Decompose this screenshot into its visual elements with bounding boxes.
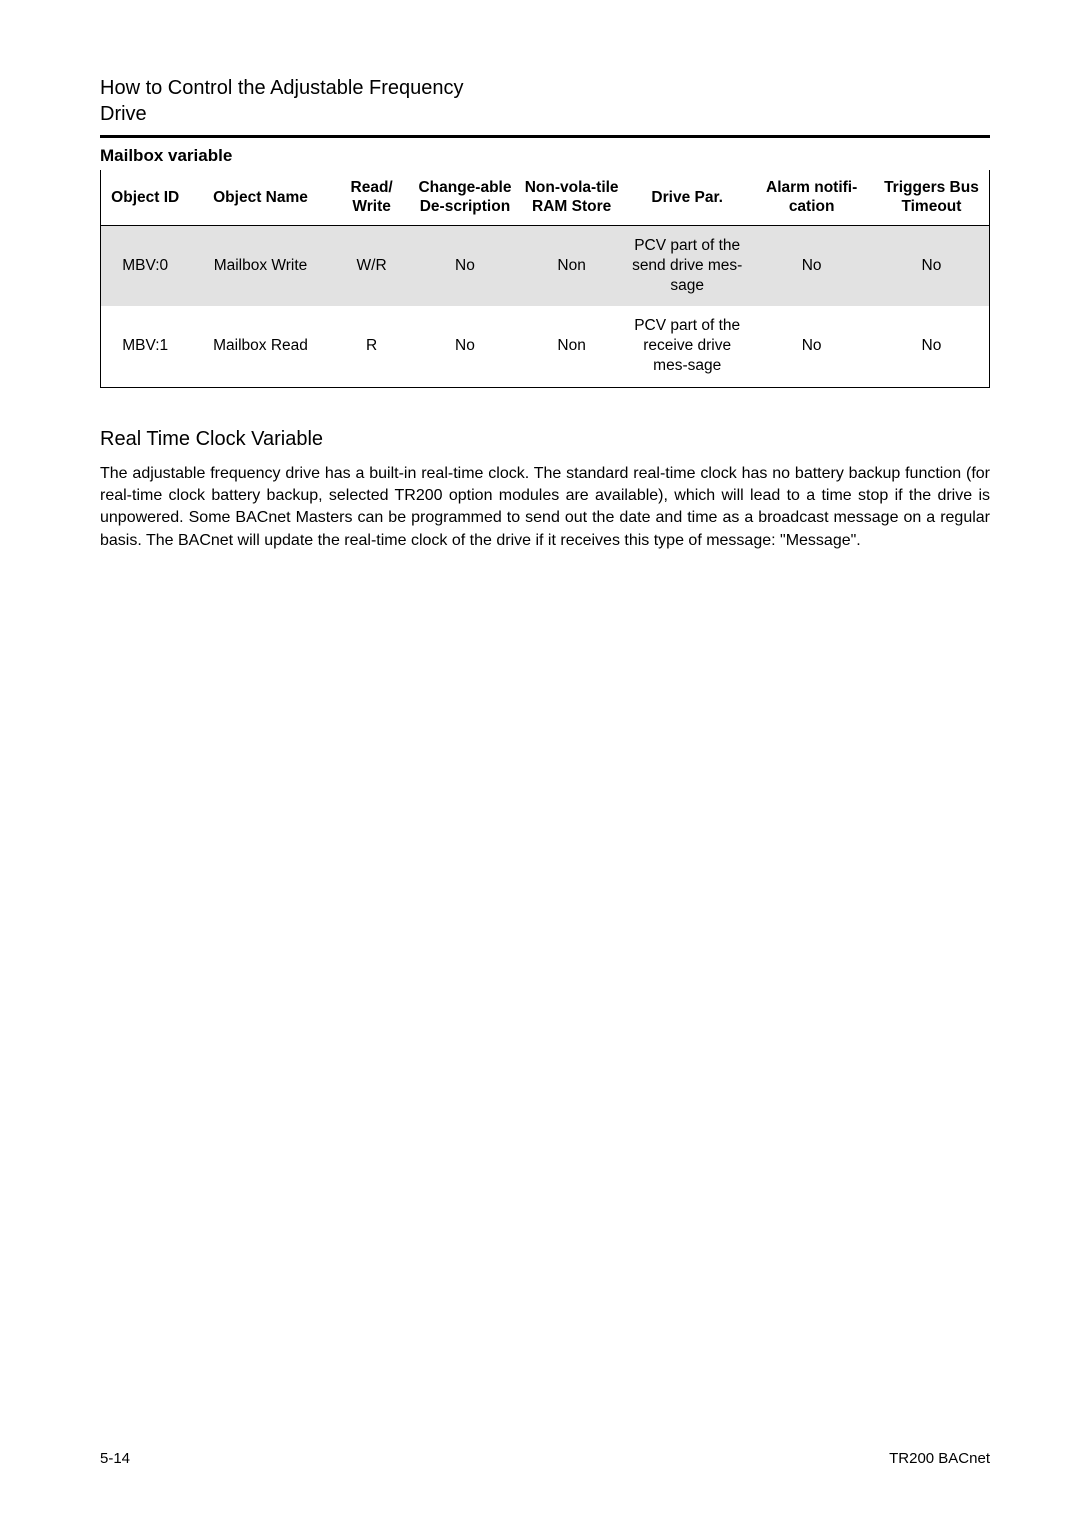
table-header-row: Object ID Object Name Read/ Write Change…	[101, 170, 990, 225]
col-header-read-write: Read/ Write	[332, 170, 412, 225]
cell-object-id: MBV:1	[101, 306, 190, 387]
table-title: Mailbox variable	[100, 146, 990, 166]
cell-rw: W/R	[332, 225, 412, 306]
col-header-object-name: Object Name	[189, 170, 331, 225]
page-container: How to Control the Adjustable Frequency …	[100, 75, 990, 552]
footer-page-number: 5-14	[100, 1450, 130, 1467]
cell-drive: PCV part of the receive drive mes-sage	[625, 306, 749, 387]
col-header-changeable: Change-able De-scription	[412, 170, 519, 225]
subsection-paragraph: The adjustable frequency drive has a bui…	[100, 463, 990, 553]
cell-object-name: Mailbox Write	[189, 225, 331, 306]
cell-alarm: No	[749, 225, 873, 306]
page-footer: 5-14 TR200 BACnet	[100, 1450, 990, 1467]
table-row: MBV:1 Mailbox Read R No Non PCV part of …	[101, 306, 990, 387]
cell-alarm: No	[749, 306, 873, 387]
header-line2: Drive	[100, 103, 147, 125]
cell-nvs: Non	[518, 306, 625, 387]
col-header-nonvolatile: Non-vola-tile RAM Store	[518, 170, 625, 225]
cell-trigger: No	[874, 306, 990, 387]
mailbox-variable-table: Object ID Object Name Read/ Write Change…	[100, 170, 990, 388]
cell-nvs: Non	[518, 225, 625, 306]
cell-object-id: MBV:0	[101, 225, 190, 306]
col-header-triggers: Triggers Bus Timeout	[874, 170, 990, 225]
cell-trigger: No	[874, 225, 990, 306]
cell-change: No	[412, 306, 519, 387]
cell-rw: R	[332, 306, 412, 387]
cell-object-name: Mailbox Read	[189, 306, 331, 387]
footer-document-title: TR200 BACnet	[889, 1450, 990, 1467]
col-header-drive-par: Drive Par.	[625, 170, 749, 225]
cell-drive: PCV part of the send drive mes-sage	[625, 225, 749, 306]
header-divider	[100, 135, 990, 138]
cell-change: No	[412, 225, 519, 306]
table-row: MBV:0 Mailbox Write W/R No Non PCV part …	[101, 225, 990, 306]
section-header: How to Control the Adjustable Frequency …	[100, 75, 990, 127]
col-header-object-id: Object ID	[101, 170, 190, 225]
col-header-alarm: Alarm notifi-cation	[749, 170, 873, 225]
header-line1: How to Control the Adjustable Frequency	[100, 77, 464, 99]
subsection-title: Real Time Clock Variable	[100, 428, 990, 451]
